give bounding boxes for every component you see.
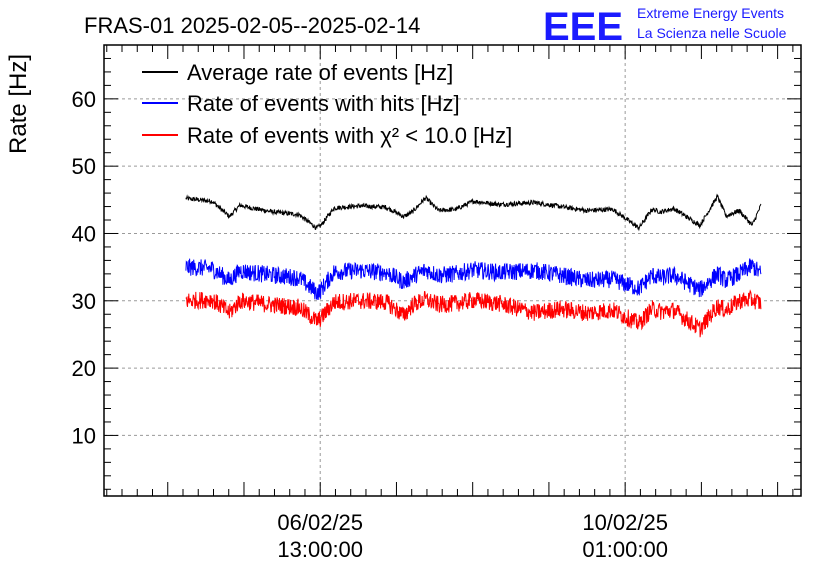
x-tick-label: 01:00:00 bbox=[582, 537, 668, 562]
y-tick-label: 40 bbox=[72, 221, 96, 246]
legend-label-average: Average rate of events [Hz] bbox=[187, 60, 453, 85]
y-axis-label: Rate [Hz] bbox=[5, 54, 32, 154]
series-line-hits bbox=[185, 258, 762, 301]
x-tick-label: 06/02/25 bbox=[277, 510, 363, 535]
y-tick-label: 30 bbox=[72, 289, 96, 314]
y-tick-label: 50 bbox=[72, 154, 96, 179]
y-tick-label: 10 bbox=[72, 423, 96, 448]
legend-label-hits: Rate of events with hits [Hz] bbox=[187, 91, 460, 116]
y-tick-label: 20 bbox=[72, 356, 96, 381]
org-name-line2: La Scienza nelle Scuole bbox=[637, 25, 787, 41]
legend-label-chi2: Rate of events with χ² < 10.0 [Hz] bbox=[187, 123, 512, 148]
series-line-chi2 bbox=[185, 289, 762, 338]
chart-title: FRAS-01 2025-02-05--2025-02-14 bbox=[84, 13, 420, 38]
y-tick-label: 60 bbox=[72, 87, 96, 112]
x-tick-label: 10/02/25 bbox=[582, 510, 668, 535]
eee-logo-mark: EEE bbox=[543, 5, 623, 49]
eee-logo: EEE bbox=[543, 5, 623, 49]
plot-border bbox=[103, 44, 802, 497]
plot-frame bbox=[103, 44, 802, 497]
series-layer bbox=[185, 193, 762, 338]
org-name-line1: Extreme Energy Events bbox=[637, 5, 784, 21]
x-tick-label: 13:00:00 bbox=[277, 537, 363, 562]
legend: Average rate of events [Hz] Rate of event… bbox=[142, 60, 512, 148]
series-line-average bbox=[185, 193, 762, 232]
